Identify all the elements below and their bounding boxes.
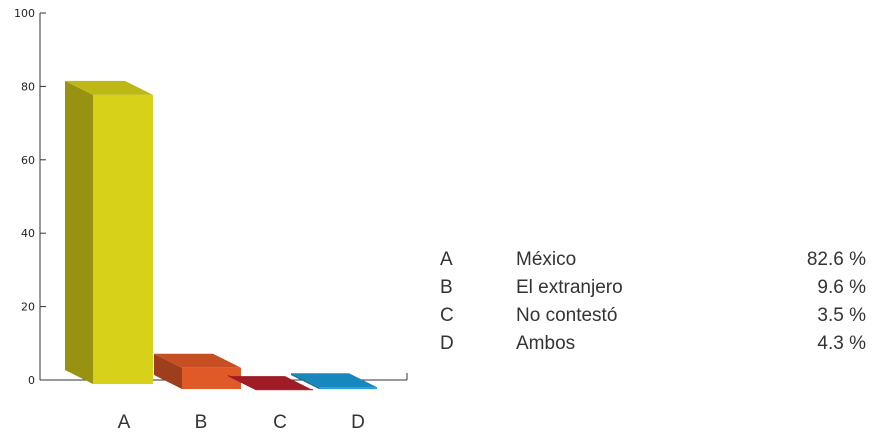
bar-front [93, 94, 153, 384]
legend-row-c: C No contestó 3.5 % [440, 302, 870, 330]
bar-A [65, 80, 153, 384]
legend-value: 9.6 % [817, 277, 866, 298]
legend-key: D [440, 333, 454, 354]
legend-row-d: D Ambos 4.3 % [440, 330, 870, 358]
bar-B [154, 353, 241, 389]
chart-bars [65, 80, 377, 391]
y-tick-label: 0 [28, 374, 35, 387]
bar-top [291, 373, 377, 388]
bar-top [65, 80, 153, 95]
legend-table: A México 82.6 % B El extranjero 9.6 % C … [440, 246, 870, 358]
bar-side [65, 80, 93, 384]
legend-name: El extranjero [516, 277, 623, 298]
legend-row-b: B El extranjero 9.6 % [440, 274, 870, 302]
legend-name: México [516, 249, 577, 270]
bar-front [256, 389, 313, 391]
legend-row-a: A México 82.6 % [440, 246, 870, 274]
y-tick-label: 80 [21, 80, 35, 93]
legend-value: 4.3 % [817, 333, 866, 354]
legend-key: B [440, 277, 453, 298]
legend-value: 3.5 % [817, 305, 866, 326]
bar-top [228, 376, 313, 391]
y-tick-label: 20 [21, 301, 35, 314]
x-category-label: B [195, 412, 208, 433]
legend-name: No contestó [516, 305, 618, 326]
x-category-label: A [118, 412, 131, 433]
y-tick-label: 60 [21, 154, 35, 167]
bar-C [228, 375, 313, 391]
bar-D [291, 373, 377, 389]
bar-top [154, 353, 241, 368]
y-tick-label: 40 [21, 227, 35, 240]
legend-key: C [440, 305, 454, 326]
x-category-label: D [351, 412, 365, 433]
category-labels: A B C D [118, 412, 365, 433]
legend-name: Ambos [516, 333, 576, 354]
bar-side [291, 373, 319, 389]
legend-key: A [440, 249, 453, 270]
bar-front [182, 367, 241, 389]
y-tick-label: 100 [14, 7, 35, 20]
legend-value: 82.6 % [806, 249, 866, 270]
x-category-label: C [273, 412, 287, 433]
bar-side [154, 353, 182, 389]
bar-front [319, 387, 377, 389]
